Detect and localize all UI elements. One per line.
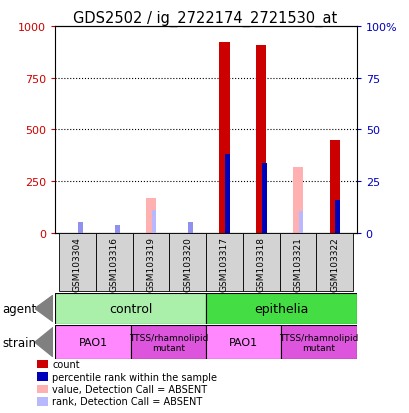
Text: GSM103318: GSM103318 [256, 236, 265, 291]
Bar [292, 167, 302, 233]
Bar [205, 293, 356, 324]
Text: GSM103322: GSM103322 [329, 236, 338, 291]
Bar [206, 233, 242, 291]
Bar [78, 222, 83, 233]
Text: GSM103321: GSM103321 [293, 236, 302, 291]
Bar [281, 325, 356, 359]
Text: TTSS/rhamnolipid
mutant: TTSS/rhamnolipid mutant [279, 333, 358, 352]
Bar [335, 200, 339, 233]
Text: PAO1: PAO1 [78, 337, 107, 347]
Bar [205, 325, 281, 359]
Text: GSM103304: GSM103304 [73, 236, 82, 291]
Text: GSM103316: GSM103316 [109, 236, 118, 291]
Text: GDS2502 / ig_2722174_2721530_at: GDS2502 / ig_2722174_2721530_at [73, 10, 336, 26]
Bar [279, 233, 315, 291]
Text: GSM103317: GSM103317 [219, 236, 228, 291]
Text: GSM103320: GSM103320 [183, 236, 192, 291]
Bar [115, 225, 119, 233]
Bar [130, 325, 205, 359]
Text: control: control [109, 302, 152, 315]
Polygon shape [35, 295, 53, 322]
Bar [225, 155, 229, 233]
Text: GSM103319: GSM103319 [146, 236, 155, 291]
Text: PAO1: PAO1 [229, 337, 258, 347]
Bar [169, 233, 206, 291]
Bar [146, 198, 156, 233]
Bar [329, 140, 339, 233]
Bar [151, 211, 156, 233]
Text: strain: strain [2, 336, 36, 349]
Bar [132, 233, 169, 291]
Text: percentile rank within the sample: percentile rank within the sample [52, 372, 217, 382]
Bar [55, 325, 130, 359]
Text: agent: agent [2, 302, 36, 315]
Bar [96, 233, 132, 291]
Bar [315, 233, 352, 291]
Text: epithelia: epithelia [254, 302, 308, 315]
Bar [188, 222, 193, 233]
Bar [55, 293, 205, 324]
Bar [298, 211, 303, 233]
Bar [59, 233, 96, 291]
Bar [242, 233, 279, 291]
Bar [261, 163, 266, 233]
Text: TTSS/rhamnolipid
mutant: TTSS/rhamnolipid mutant [128, 333, 207, 352]
Text: value, Detection Call = ABSENT: value, Detection Call = ABSENT [52, 384, 207, 394]
Text: count: count [52, 359, 80, 369]
Polygon shape [35, 328, 53, 357]
Bar [219, 43, 229, 233]
Text: rank, Detection Call = ABSENT: rank, Detection Call = ABSENT [52, 396, 202, 406]
Bar [255, 45, 266, 233]
